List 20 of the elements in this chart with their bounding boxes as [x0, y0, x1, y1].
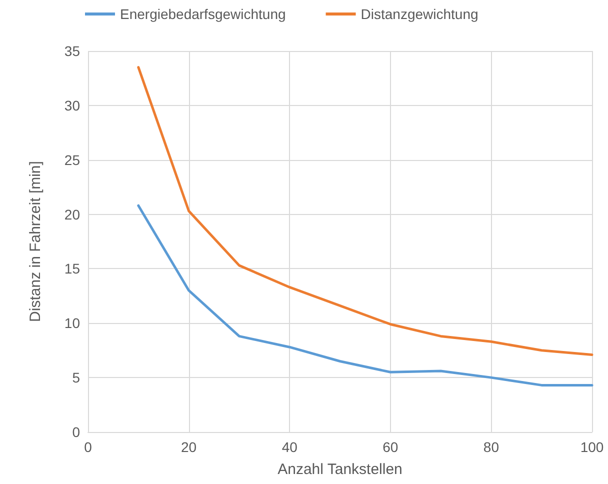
y-tick-label: 30: [64, 97, 80, 114]
line-series: [137, 66, 594, 356]
x-tick-label: 80: [483, 439, 500, 455]
y-tick-label: 20: [64, 206, 80, 222]
x-tick-label: 60: [382, 439, 398, 455]
y-tick-label: 5: [72, 370, 80, 386]
y-tick-label: 0: [72, 424, 80, 440]
x-tick-label: 20: [181, 439, 197, 455]
legend-label: Energiebedarfsgewichtung: [120, 6, 286, 22]
x-axis-title: Anzahl Tankstellen: [278, 461, 402, 478]
line-series: [137, 204, 594, 386]
y-axis-title: Distanz in Fahrzeit [min]: [27, 161, 44, 322]
x-tick-label: 100: [580, 439, 604, 455]
y-tick-label: 10: [64, 315, 80, 332]
y-tick-label: 25: [64, 152, 80, 168]
y-tick-label: 35: [64, 43, 80, 59]
x-tick-label: 40: [282, 439, 298, 455]
legend-label: Distanzgewichtung: [360, 6, 478, 22]
x-tick-label: 0: [84, 439, 92, 455]
y-tick-label: 15: [64, 260, 80, 277]
